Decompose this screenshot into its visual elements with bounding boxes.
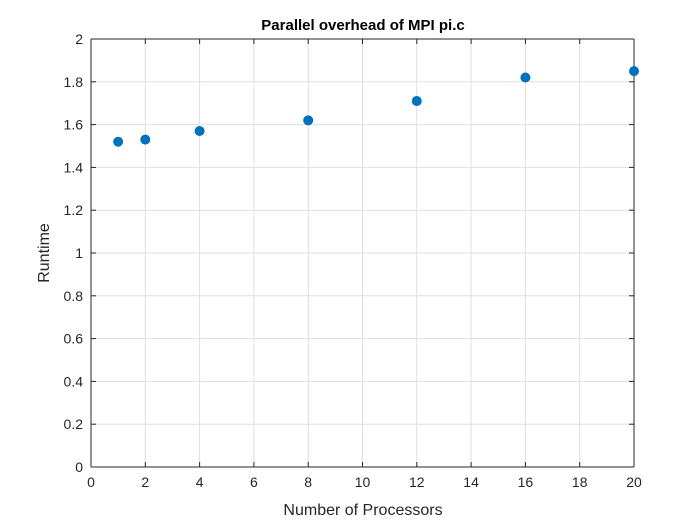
data-point [140,134,151,145]
data-point [520,72,531,83]
y-tick-label: 0.8 [64,288,84,304]
x-tick-label: 14 [463,474,479,490]
data-point [629,66,639,77]
x-tick-label: 10 [355,474,371,490]
x-tick-label: 18 [572,474,588,490]
y-tick-label: 0.6 [64,331,84,347]
y-axis-label: Runtime [36,223,53,283]
y-tick-label: 1.4 [64,159,84,175]
data-point [113,136,124,147]
data-points [113,66,639,147]
x-axis-label: Number of Processors [283,502,442,519]
y-tick-label: 0 [75,459,83,475]
x-tick-label: 8 [304,474,312,490]
y-tick-label: 0.4 [64,373,84,389]
y-tick-label: 1.2 [64,202,84,218]
x-tick-label: 20 [626,474,642,490]
x-tick-label: 16 [518,474,534,490]
y-tick-label: 0.2 [64,416,84,432]
data-point [411,96,422,107]
y-tick-label: 1.6 [64,117,84,133]
x-tick-label: 6 [250,474,258,490]
x-tick-label: 4 [196,474,204,490]
y-tick-label: 1 [75,245,83,261]
data-point [303,115,314,126]
data-point [194,126,205,137]
x-tick-label: 2 [141,474,149,490]
y-tick-label: 1.8 [64,74,84,90]
x-tick-label: 12 [409,474,425,490]
chart-title: Parallel overhead of MPI pi.c [261,17,464,34]
ticks: 0 2 4 6 8 10 12 14 16 18 20 0 0.2 0.4 0.6 0.8 1 1.2 1.4 1.6… [64,31,642,490]
x-tick-label: 0 [87,474,95,490]
y-tick-label: 2 [75,31,83,47]
